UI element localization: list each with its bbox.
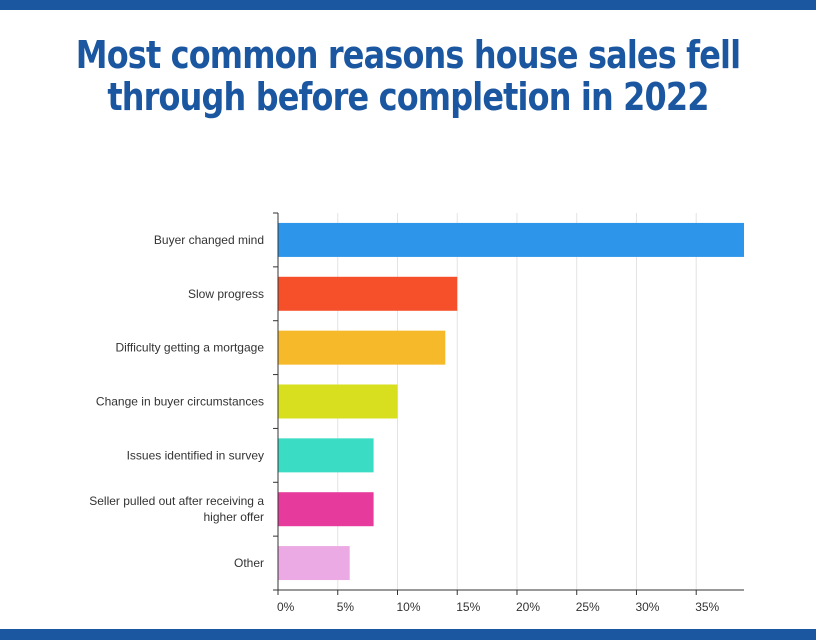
top-accent-bar xyxy=(0,0,816,10)
bar-2 xyxy=(278,330,446,365)
chart-title: Most common reasons house sales fell thr… xyxy=(65,34,750,118)
bar-4 xyxy=(278,438,374,473)
category-label-2-line-0: Difficulty getting a mortgage xyxy=(115,341,264,355)
bar-1 xyxy=(278,276,458,311)
bar-0 xyxy=(278,222,744,257)
category-label-6-line-0: Other xyxy=(234,556,264,570)
category-label-3: Change in buyer circumstances xyxy=(96,395,264,409)
gridlines xyxy=(337,213,697,590)
category-label-2: Difficulty getting a mortgage xyxy=(115,341,264,355)
bars xyxy=(278,222,744,581)
category-label-0-line-0: Buyer changed mind xyxy=(154,233,264,247)
x-tick-labels: 0% 5% 10% 15% 20% 25% 30% 35% xyxy=(277,600,720,614)
x-tick-label-25: 25% xyxy=(576,600,600,614)
chart-title-line-2: through before completion in 2022 xyxy=(107,75,709,119)
category-label-5: Seller pulled out after receiving a highe… xyxy=(89,494,264,524)
axes xyxy=(273,212,744,595)
x-tick-label-5: 5% xyxy=(337,600,355,614)
category-label-1: Slow progress xyxy=(188,287,264,301)
category-label-5-line-1: higher offer xyxy=(204,510,265,524)
x-tick-label-20: 20% xyxy=(516,600,540,614)
category-label-3-line-0: Change in buyer circumstances xyxy=(96,395,264,409)
category-labels: Buyer changed mind Slow progress Difficult… xyxy=(89,233,264,570)
chart-title-line-1: Most common reasons house sales fell xyxy=(75,33,741,77)
category-label-6: Other xyxy=(234,556,264,570)
x-tick-label-30: 30% xyxy=(635,600,659,614)
bottom-accent-bar xyxy=(0,629,816,640)
category-label-4-line-0: Issues identified in survey xyxy=(127,448,264,462)
x-tick-label-0: 0% xyxy=(277,600,295,614)
category-label-4: Issues identified in survey xyxy=(127,448,264,462)
x-tick-label-15: 15% xyxy=(456,600,480,614)
category-label-5-line-0: Seller pulled out after receiving a xyxy=(89,494,264,508)
category-label-1-line-0: Slow progress xyxy=(188,287,264,301)
bar-5 xyxy=(278,492,374,527)
bar-6 xyxy=(278,546,350,581)
x-tick-label-10: 10% xyxy=(396,600,420,614)
x-tick-label-35: 35% xyxy=(695,600,719,614)
category-label-0: Buyer changed mind xyxy=(154,233,264,247)
bar-3 xyxy=(278,384,398,419)
